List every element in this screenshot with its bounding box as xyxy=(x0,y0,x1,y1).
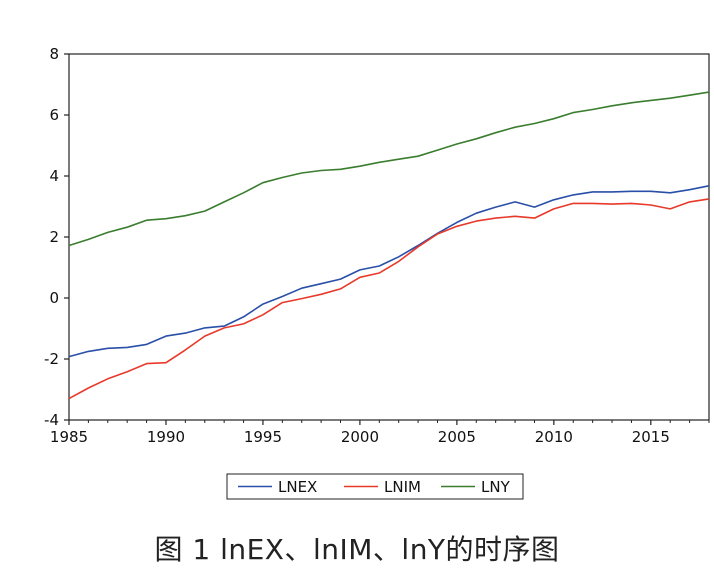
legend-label-lnim: LNIM xyxy=(384,478,421,496)
y-axis: -4 -2 0 2 4 6 8 xyxy=(44,45,69,429)
x-tick-label: 2015 xyxy=(632,428,670,446)
y-tick-label: 0 xyxy=(49,289,59,307)
figure-caption: 图 1 lnEX、lnIM、lnY的时序图 xyxy=(154,533,560,566)
y-tick-label: -4 xyxy=(44,411,59,429)
x-tick-label: 1985 xyxy=(50,428,88,446)
series-line-lnex xyxy=(68,185,710,358)
x-tick-label: 1995 xyxy=(244,428,282,446)
y-tick-label: 6 xyxy=(49,106,59,124)
x-tick-label: 1990 xyxy=(147,428,185,446)
x-axis: 1985 1990 1995 2000 2005 2010 2015 xyxy=(50,420,710,446)
legend-label-lny: LNY xyxy=(481,478,511,496)
legend-label-lnex: LNEX xyxy=(278,478,317,496)
series-layer xyxy=(68,91,710,400)
y-tick-label: -2 xyxy=(44,350,59,368)
x-tick-label: 2005 xyxy=(438,428,476,446)
series-line-lny xyxy=(68,91,710,247)
plot-area xyxy=(68,53,710,421)
x-tick-label: 2000 xyxy=(341,428,379,446)
series-line-lnim xyxy=(68,198,710,400)
x-tick-label: 2010 xyxy=(535,428,573,446)
y-tick-label: 2 xyxy=(49,228,59,246)
chart: 1985 1990 1995 2000 2005 2010 2015 -4 -2 0 2 4 6 8 L… xyxy=(44,45,710,500)
legend: LNEX LNIM LNY xyxy=(226,473,524,500)
plot-frame xyxy=(68,53,710,421)
y-tick-label: 8 xyxy=(49,45,59,63)
y-tick-label: 4 xyxy=(49,167,59,185)
